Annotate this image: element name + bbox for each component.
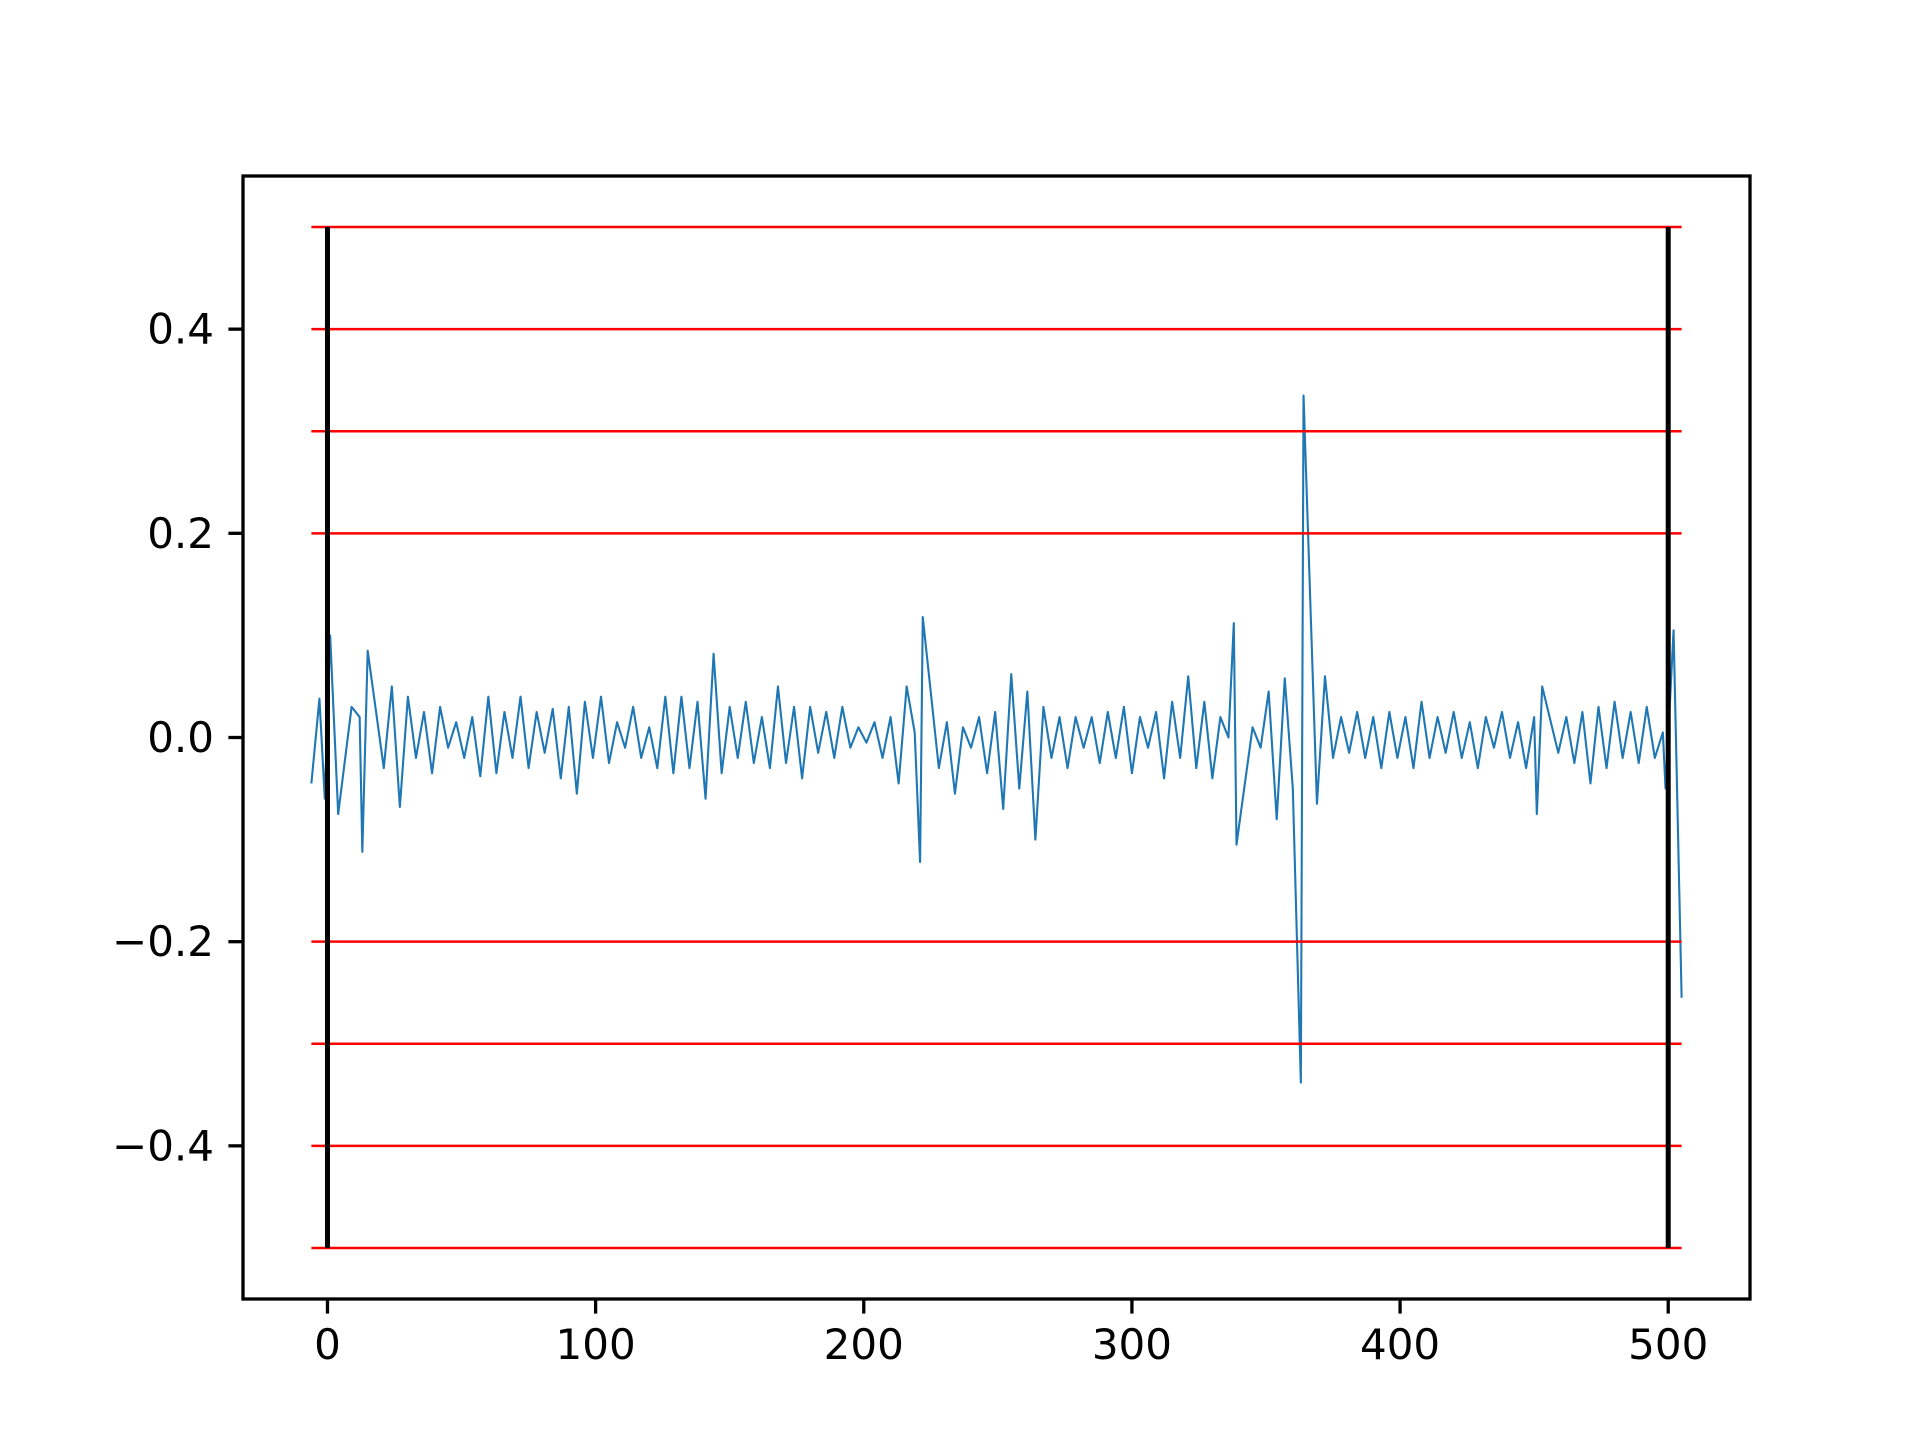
x-tick-label: 200 — [824, 1320, 904, 1369]
x-tick-label: 100 — [556, 1320, 636, 1369]
y-tick-label: 0.2 — [147, 509, 214, 558]
y-tick-label: 0.0 — [147, 713, 214, 762]
y-tick-label: −0.4 — [112, 1121, 214, 1170]
x-tick-label: 0 — [314, 1320, 341, 1369]
x-tick-label: 400 — [1360, 1320, 1440, 1369]
data-line — [310, 394, 1683, 1084]
y-tick-label: 0.4 — [147, 305, 214, 354]
x-tick-label: 300 — [1092, 1320, 1172, 1369]
y-tick-label: −0.2 — [112, 917, 214, 966]
x-tick-label: 500 — [1628, 1320, 1708, 1369]
